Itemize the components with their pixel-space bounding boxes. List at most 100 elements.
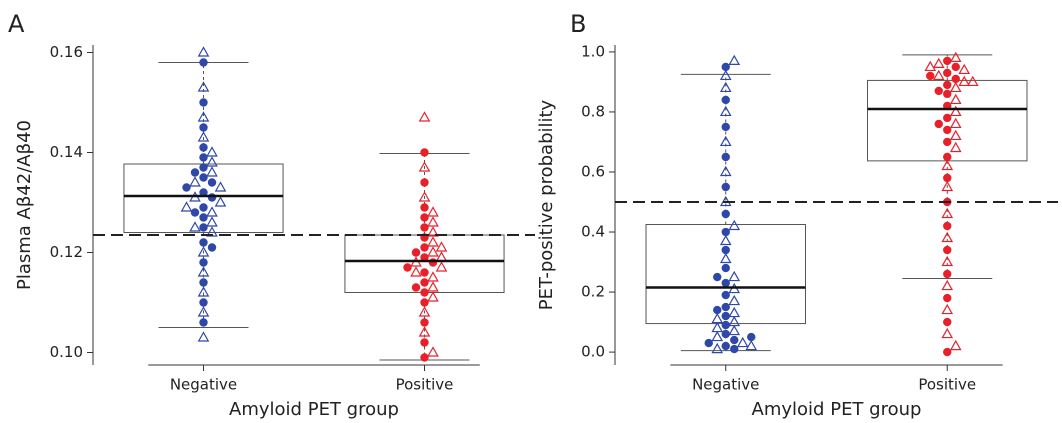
point-circle xyxy=(943,152,952,162)
point-circle xyxy=(190,208,200,217)
point-triangle xyxy=(949,129,962,141)
point-circle xyxy=(951,62,960,72)
point-triangle xyxy=(719,252,732,264)
point-triangle xyxy=(728,219,741,231)
point-triangle xyxy=(949,339,962,351)
y-tick-label: 0.6 xyxy=(581,162,605,180)
point-triangle xyxy=(728,54,741,66)
point-triangle xyxy=(418,306,431,317)
point-circle xyxy=(420,213,429,222)
point-circle xyxy=(943,89,952,99)
point-triangle xyxy=(435,251,448,262)
point-circle xyxy=(943,68,952,78)
point-circle xyxy=(420,203,429,212)
point-triangle xyxy=(197,111,210,122)
point-triangle xyxy=(206,216,218,227)
point-circle xyxy=(926,71,935,81)
point-circle xyxy=(199,143,208,152)
point-circle xyxy=(943,221,952,231)
point-triangle xyxy=(949,141,962,153)
y-tick-label: 0.4 xyxy=(581,223,605,241)
point-circle xyxy=(943,293,952,303)
point-triangle xyxy=(966,75,979,87)
point-triangle xyxy=(941,303,954,315)
point-circle xyxy=(721,62,730,72)
point-circle xyxy=(199,258,208,267)
x-tick-label: Positive xyxy=(396,376,454,394)
point-circle xyxy=(420,318,429,327)
point-triangle xyxy=(410,266,422,277)
point-triangle xyxy=(206,156,218,167)
point-circle xyxy=(428,258,438,267)
point-circle xyxy=(411,248,421,257)
point-triangle xyxy=(941,279,954,291)
point-triangle xyxy=(941,180,954,192)
point-triangle xyxy=(728,294,741,306)
point-circle xyxy=(411,283,421,292)
point-triangle xyxy=(728,270,741,282)
point-circle xyxy=(420,353,429,362)
point-circle xyxy=(721,278,730,288)
y-tick-label: 1.0 xyxy=(581,42,605,60)
point-triangle xyxy=(719,135,732,147)
point-triangle xyxy=(418,191,431,202)
point-circle xyxy=(182,183,191,192)
point-triangle xyxy=(206,166,218,177)
point-triangle xyxy=(719,105,732,117)
point-circle xyxy=(199,123,208,132)
point-triangle xyxy=(197,286,210,297)
point-circle xyxy=(420,223,429,232)
point-triangle xyxy=(214,196,227,207)
point-circle xyxy=(199,188,208,197)
point-circle xyxy=(721,95,730,105)
point-triangle xyxy=(435,241,448,252)
point-circle xyxy=(943,317,952,327)
point-circle xyxy=(943,125,952,135)
point-circle xyxy=(721,329,730,339)
point-triangle xyxy=(719,165,732,177)
point-circle xyxy=(934,86,943,96)
point-triangle xyxy=(427,346,439,357)
y-tick-label: 0.0 xyxy=(581,343,605,361)
point-circle xyxy=(199,278,208,287)
point-circle xyxy=(190,168,200,177)
point-circle xyxy=(721,263,730,273)
point-circle xyxy=(199,153,208,162)
point-circle xyxy=(199,163,208,172)
point-circle xyxy=(747,332,756,342)
point-triangle xyxy=(197,46,210,57)
point-circle xyxy=(420,288,429,297)
point-triangle xyxy=(728,324,741,336)
point-triangle xyxy=(949,93,962,105)
point-triangle xyxy=(427,291,439,302)
panel-label: A xyxy=(8,10,25,38)
point-circle xyxy=(943,80,952,90)
point-circle xyxy=(199,298,208,307)
point-circle xyxy=(943,347,952,357)
point-circle xyxy=(721,245,730,255)
point-triangle xyxy=(924,60,937,72)
x-axis-label: Amyloid PET group xyxy=(229,399,399,420)
point-triangle xyxy=(427,281,439,292)
point-triangle xyxy=(949,81,962,93)
point-circle xyxy=(943,113,952,123)
point-triangle xyxy=(427,236,439,247)
point-circle xyxy=(713,272,722,282)
point-triangle xyxy=(197,131,210,142)
point-circle xyxy=(721,341,730,351)
point-triangle xyxy=(719,81,732,93)
point-triangle xyxy=(206,146,218,157)
point-triangle xyxy=(941,231,954,243)
point-circle xyxy=(420,253,429,262)
point-triangle xyxy=(197,81,210,92)
point-circle xyxy=(730,335,739,345)
point-triangle xyxy=(197,306,210,317)
point-triangle xyxy=(711,330,724,342)
y-tick-label: 0.10 xyxy=(50,343,83,361)
point-circle xyxy=(943,137,952,147)
point-triangle xyxy=(736,336,749,348)
point-circle xyxy=(199,238,208,247)
point-circle xyxy=(420,148,429,157)
point-circle xyxy=(420,178,429,187)
